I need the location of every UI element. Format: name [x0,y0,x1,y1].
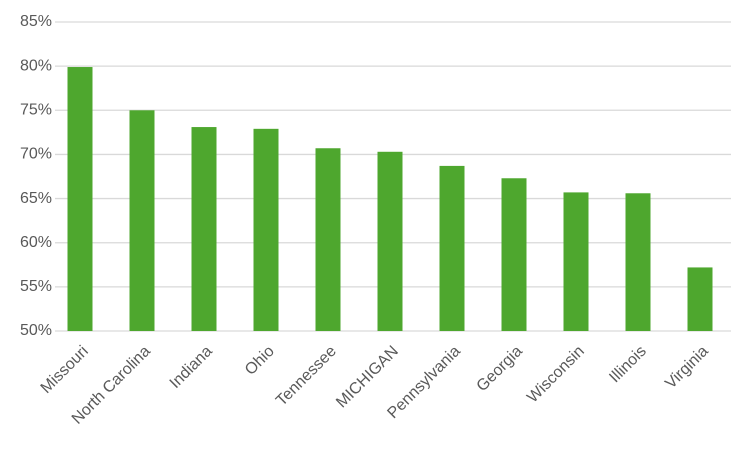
y-tick-label: 60% [20,234,52,251]
bar [439,165,465,331]
y-tick-label: 70% [20,146,52,163]
y-tick-label: 85% [20,13,52,30]
x-tick-label: Georgia [474,343,526,395]
y-tick-label: 50% [20,322,52,339]
x-tick-label: Indiana [167,343,216,392]
y-tick-label: 75% [20,102,52,119]
bar [129,110,155,332]
y-tick-label: 80% [20,57,52,74]
x-tick-label: Tennessee [273,343,340,410]
bar [67,67,93,332]
bar [191,127,217,331]
bar [563,192,589,331]
x-tick-label: Illinois [606,343,649,386]
bar [501,178,527,331]
bar [253,128,279,331]
x-tick-label: Virginia [662,343,712,393]
bar [625,193,651,331]
y-tick-label: 65% [20,190,52,207]
x-tick-label: MICHIGAN [333,343,402,412]
bar [315,148,341,331]
y-tick-label: 55% [20,278,52,295]
x-tick-label: Missouri [38,343,92,397]
x-tick-label: Ohio [242,343,278,379]
bar [377,151,403,331]
x-tick-label: Wisconsin [524,343,588,407]
bar [687,267,713,331]
